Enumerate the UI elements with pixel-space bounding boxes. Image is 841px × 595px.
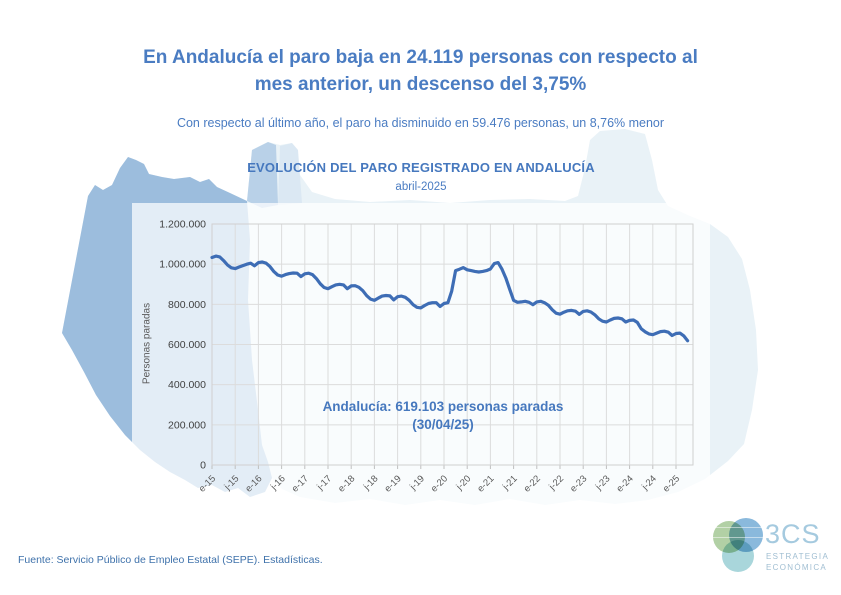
- annotation-line2: (30/04/25): [412, 417, 474, 432]
- y-tick-label: 1.200.000: [159, 219, 206, 231]
- page-subtitle: Con respecto al último año, el paro ha d…: [176, 116, 665, 130]
- logo-tagline-line2: ECONÓMICA: [766, 563, 828, 572]
- logo-tagline-line1: ESTRATEGIA: [766, 552, 830, 561]
- page-title: En Andalucía el paro baja en 24.119 pers…: [0, 44, 841, 98]
- y-tick-label: 800.000: [168, 299, 206, 311]
- y-tick-label: 400.000: [168, 379, 206, 391]
- page-title-line1: En Andalucía el paro baja en 24.119 pers…: [143, 47, 698, 68]
- y-tick-label: 1.000.000: [159, 259, 206, 271]
- chart-title: EVOLUCIÓN DEL PARO REGISTRADO EN ANDALUC…: [247, 160, 595, 175]
- chart-annotation: Andalucía: 619.103 personas paradas (30/…: [243, 398, 643, 434]
- source-note: Fuente: Servicio Público de Empleo Estat…: [18, 554, 323, 566]
- company-logo: 3CS ESTRATEGIA ECONÓMICA: [705, 512, 835, 584]
- plot-border: [211, 223, 694, 466]
- y-tick-label: 0: [200, 460, 206, 472]
- unemployment-series-line: [210, 254, 690, 343]
- y-tick-label: 600.000: [168, 339, 206, 351]
- annotation-line1: Andalucía: 619.103 personas paradas: [322, 399, 564, 414]
- chart-subtitle: abril-2025: [395, 181, 447, 193]
- page-title-line2: mes anterior, un descenso del 3,75%: [254, 74, 587, 95]
- logo-teal-circle-icon: [722, 540, 754, 572]
- logo-decor-line: [710, 527, 768, 528]
- logo-wordmark: 3CS: [765, 519, 821, 549]
- logo-decor-line: [710, 537, 768, 538]
- y-tick-label: 200.000: [168, 419, 206, 431]
- y-axis-label: Personas paradas: [141, 302, 153, 385]
